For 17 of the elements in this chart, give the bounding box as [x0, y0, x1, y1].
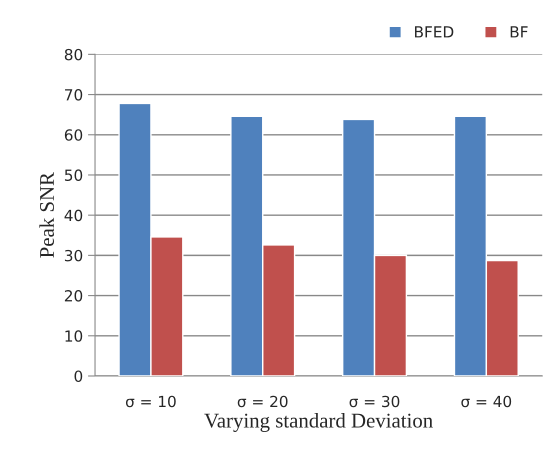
- y-tick-label: 80: [64, 48, 82, 60]
- x-tick-label: σ = 20: [238, 396, 288, 408]
- x-tick-label: σ = 30: [350, 396, 400, 408]
- y-tick-label: 60: [64, 129, 82, 141]
- x-tick-label: σ = 10: [126, 396, 176, 408]
- x-axis-title: Varying standard Deviation: [204, 413, 433, 432]
- y-axis-title: Peak SNR: [39, 172, 54, 258]
- y-tick-label: 20: [64, 290, 82, 302]
- y-tick-label: 0: [74, 370, 82, 382]
- y-tick-label: 50: [64, 169, 82, 181]
- y-tick-label: 10: [65, 330, 82, 342]
- legend-label: BF: [510, 26, 528, 38]
- y-tick-label: 40: [64, 210, 82, 222]
- y-tick-label: 70: [65, 89, 82, 101]
- legend-label: BFED: [415, 26, 454, 38]
- y-tick-label: 30: [64, 250, 82, 262]
- x-tick-label: σ = 40: [461, 396, 512, 408]
